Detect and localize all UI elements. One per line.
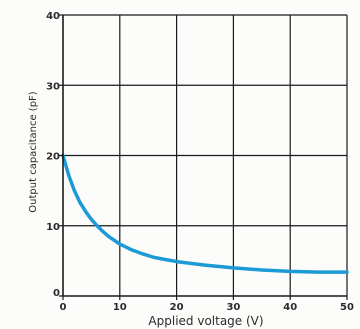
x-tick-label-1: 10 bbox=[113, 302, 127, 313]
y-tick-label-1: 10 bbox=[46, 222, 60, 233]
y-axis-title: Output capacitance (pF) bbox=[28, 91, 39, 213]
grid bbox=[63, 15, 347, 296]
y-tick-labels: 0 10 20 30 40 bbox=[46, 11, 60, 299]
x-tick-label-2: 20 bbox=[170, 302, 184, 313]
x-tick-label-3: 30 bbox=[226, 302, 240, 313]
x-tick-label-0: 0 bbox=[60, 302, 67, 313]
x-tick-label-5: 50 bbox=[340, 302, 354, 313]
x-tick-label-4: 40 bbox=[283, 302, 297, 313]
y-tick-label-4: 40 bbox=[46, 11, 60, 22]
x-tick-labels: 0 10 20 30 40 50 bbox=[60, 302, 354, 313]
capacitance-curve bbox=[63, 156, 347, 273]
plot-area bbox=[63, 156, 347, 273]
y-tick-label-3: 30 bbox=[46, 81, 60, 92]
axes bbox=[59, 15, 347, 300]
x-axis-title: Applied voltage (V) bbox=[148, 314, 263, 328]
y-tick-label-0: 0 bbox=[53, 288, 60, 299]
y-tick-label-2: 20 bbox=[46, 152, 60, 163]
